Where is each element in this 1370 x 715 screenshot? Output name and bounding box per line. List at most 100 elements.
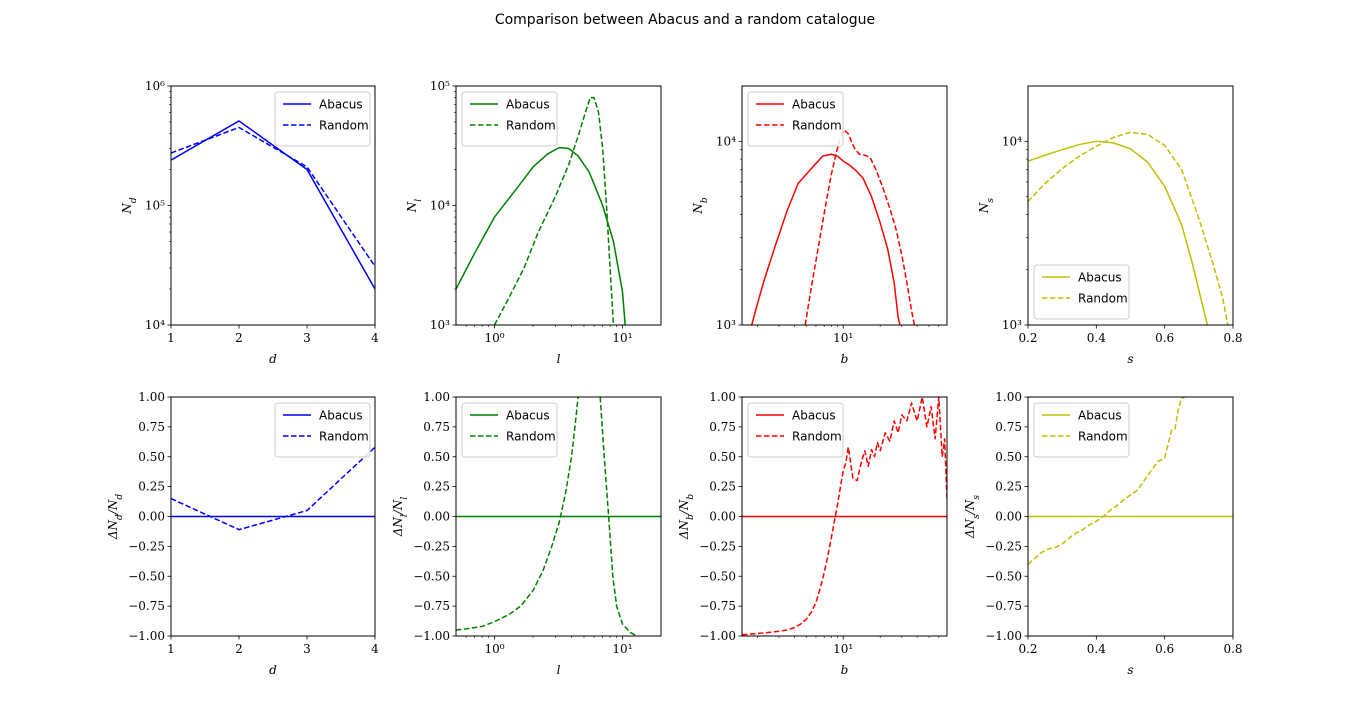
y-tick-label: 10⁶ — [145, 79, 165, 93]
x-tick-label: 0.2 — [1018, 331, 1037, 345]
x-tick-label: 10¹ — [833, 642, 853, 656]
y-tick-label: 10⁴ — [145, 318, 165, 332]
y-tick-label: 0.25 — [995, 480, 1022, 494]
legend-box — [747, 91, 844, 147]
legend-entry: Random — [1078, 292, 1128, 306]
x-tick-label: 3 — [303, 642, 311, 656]
y-axis-label: ΔNd/Nd — [106, 494, 125, 540]
y-tick-label: 10³ — [1002, 318, 1022, 332]
y-tick-label: −0.75 — [985, 599, 1022, 613]
y-tick-label: −0.75 — [699, 599, 736, 613]
y-tick-label: 0.75 — [423, 420, 450, 434]
y-axis-label: ΔNs/Ns — [963, 495, 982, 539]
y-axis-label: Nl — [405, 199, 424, 214]
legend-entry: Abacus — [319, 409, 363, 423]
y-tick-label: −0.25 — [699, 539, 736, 553]
x-tick-label: 0.6 — [1155, 642, 1174, 656]
x-tick-label: 0.6 — [1155, 331, 1174, 345]
legend-ns: Abacus Random — [1033, 264, 1130, 320]
plot-area-ns — [1028, 131, 1229, 325]
y-tick-label: 10⁴ — [1002, 134, 1022, 148]
panel-nb: 10¹ 10³ 10⁴ b Nb Abacus Random — [691, 85, 948, 366]
plot-area-rl — [456, 397, 661, 636]
y-tick-label: −1.00 — [699, 629, 736, 643]
legend-nb: Abacus Random — [747, 91, 844, 147]
plot-area-nb — [751, 129, 916, 325]
legend-entry: Random — [506, 119, 556, 133]
y-tick-label: 10⁴ — [430, 199, 450, 213]
legend-entry: Abacus — [506, 98, 550, 112]
series-line-rl-random-2 — [599, 397, 638, 636]
legend-box — [461, 91, 558, 147]
panels: 1 2 3 4 10⁴ 10⁵ 10⁶ d Nd Abacus Random 10⁰ 10¹ 10³ 10⁴… — [106, 79, 1243, 677]
x-axis-label: d — [269, 352, 277, 366]
legend-box — [747, 402, 844, 458]
x-axis-label: s — [1127, 352, 1133, 366]
x-tick-label: 0.8 — [1223, 331, 1242, 345]
plot-area-nl — [456, 96, 626, 325]
plot-area-rs — [1028, 397, 1233, 565]
legend-entry: Random — [506, 430, 556, 444]
y-tick-label: 10⁵ — [145, 199, 165, 213]
x-tick-label: 10¹ — [612, 642, 632, 656]
legend-box — [1033, 402, 1130, 458]
legend-entry: Abacus — [792, 409, 836, 423]
panel-rl: 10⁰ 10¹ −1.00 −0.75 −0.50 −0.25 0.00 0.25 0.50 0.… — [391, 390, 662, 677]
series-line-rs-random — [1028, 397, 1186, 565]
legend-rb: Abacus Random — [747, 402, 844, 458]
legend-entry: Random — [792, 430, 842, 444]
y-tick-label: −1.00 — [128, 629, 165, 643]
y-tick-label: 0.75 — [138, 420, 165, 434]
legend-rl: Abacus Random — [461, 402, 558, 458]
legend-rd: Abacus Random — [274, 402, 371, 458]
plot-area-rb — [742, 397, 947, 636]
legend-entry: Abacus — [1078, 271, 1122, 285]
legend-entry: Abacus — [1078, 409, 1122, 423]
y-tick-label: 0.25 — [709, 480, 736, 494]
y-tick-label: 1.00 — [995, 390, 1022, 404]
y-tick-label: 10⁵ — [430, 79, 450, 93]
panel-rb: 10¹ −1.00 −0.75 −0.50 −0.25 0.00 0.25 0.50 0.75 1… — [677, 390, 948, 677]
y-tick-label: 1.00 — [423, 390, 450, 404]
legend-entry: Random — [319, 119, 369, 133]
series-line-ns-abacus — [1028, 140, 1209, 325]
axes-frame — [1027, 85, 1234, 326]
x-axis-label: d — [269, 663, 277, 677]
series-line-rb-random — [742, 397, 947, 636]
y-tick-label: 0.00 — [423, 510, 450, 524]
series-line-nl-abacus — [456, 146, 626, 325]
y-tick-label: 0.75 — [709, 420, 736, 434]
x-tick-label: 2 — [235, 642, 243, 656]
plot-area-rd — [171, 446, 375, 531]
y-tick-label: 0.50 — [709, 450, 736, 464]
y-tick-label: −1.00 — [985, 629, 1022, 643]
y-tick-label: 10⁴ — [716, 134, 736, 148]
legend-nd: Abacus Random — [274, 91, 371, 147]
y-axis-label: Ns — [977, 198, 996, 215]
legend-entry: Random — [792, 119, 842, 133]
y-tick-label: 1.00 — [709, 390, 736, 404]
y-tick-label: −0.25 — [413, 539, 450, 553]
x-tick-label: 3 — [303, 331, 311, 345]
y-tick-label: 0.50 — [995, 450, 1022, 464]
panel-nd: 1 2 3 4 10⁴ 10⁵ 10⁶ d Nd Abacus Random — [120, 79, 379, 366]
y-tick-label: 10³ — [430, 318, 450, 332]
x-tick-label: 4 — [371, 331, 379, 345]
y-tick-label: 0.25 — [423, 480, 450, 494]
x-axis-label: l — [557, 663, 561, 677]
y-tick-label: −0.25 — [128, 539, 165, 553]
y-tick-label: −0.75 — [413, 599, 450, 613]
y-tick-label: 0.50 — [138, 450, 165, 464]
x-tick-label: 1 — [167, 331, 175, 345]
legend-box — [274, 91, 371, 147]
x-tick-label: 0.4 — [1087, 642, 1106, 656]
x-tick-label: 10¹ — [612, 331, 632, 345]
legend-box — [1033, 264, 1130, 320]
x-tick-label: 10⁰ — [484, 331, 504, 345]
y-axis-label: Nb — [691, 197, 710, 215]
legend-entry: Abacus — [319, 98, 363, 112]
y-tick-label: −0.50 — [985, 569, 1022, 583]
series-line-nl-random — [493, 96, 615, 325]
series-line-ns-random — [1028, 131, 1229, 325]
